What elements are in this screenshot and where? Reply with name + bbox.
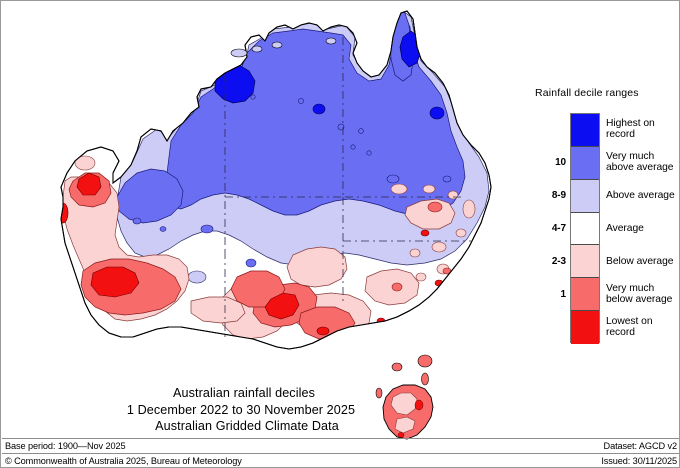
legend: Rainfall decile ranges 10 8-9 4-7 2-3 1 … xyxy=(529,87,679,349)
legend-label-above-average: Above average xyxy=(606,190,675,201)
footer-divider-bottom xyxy=(2,453,679,454)
australia-rainfall-decile-map[interactable] xyxy=(1,1,531,441)
legend-label-below-average: Below average xyxy=(606,256,674,267)
legend-label-lowest-on-record: Lowest on record xyxy=(606,316,653,339)
footer-dataset: Dataset: AGCD v2 xyxy=(603,441,678,451)
legend-decile-8-9: 8-9 xyxy=(551,190,566,201)
legend-swatch-highest-on-record[interactable] xyxy=(571,114,599,147)
legend-decile-4-7: 4-7 xyxy=(551,223,566,234)
footer-base-period: Base period: 1900—Nov 2025 xyxy=(5,441,126,451)
legend-label-very-much-above-average: Very much above average xyxy=(606,151,674,174)
legend-label-highest-on-record: Highest on record xyxy=(606,118,655,141)
legend-decile-2-3: 2-3 xyxy=(551,256,566,267)
legend-swatch-above-average[interactable] xyxy=(571,179,599,213)
coastline-outline xyxy=(60,10,492,350)
state-borders xyxy=(224,37,471,337)
legend-swatch-average[interactable] xyxy=(571,212,599,246)
footer-divider-top xyxy=(2,438,679,439)
footer-issued: Issued: 30/11/2025 xyxy=(601,456,677,466)
footer-row-copyright: © Commonwealth of Australia 2025, Bureau… xyxy=(1,454,679,467)
decile-shading-layer xyxy=(61,11,490,340)
legend-swatch-very-much-above-average[interactable] xyxy=(571,146,599,180)
northern-islands xyxy=(230,37,337,58)
bass-strait-islands xyxy=(375,354,433,399)
legend-swatch-column xyxy=(570,113,600,344)
legend-body: 10 8-9 4-7 2-3 1 Highest on record Very … xyxy=(529,113,679,344)
caption-title: Australian rainfall deciles xyxy=(173,386,315,400)
legend-swatch-very-much-below-average[interactable] xyxy=(571,278,599,312)
map-figure xyxy=(1,1,531,441)
legend-decile-10: 10 xyxy=(555,157,566,168)
legend-label-average: Average xyxy=(606,223,644,234)
legend-swatch-below-average[interactable] xyxy=(571,245,599,279)
caption-dataset-name: Australian Gridded Climate Data xyxy=(155,419,339,434)
figure-caption: Australian rainfall deciles 1 December 2… xyxy=(31,385,451,435)
legend-decile-1: 1 xyxy=(560,289,567,300)
tasmania xyxy=(382,384,434,440)
legend-title: Rainfall decile ranges xyxy=(535,87,639,99)
region-very-much-above-average xyxy=(116,11,466,284)
legend-swatch-lowest-on-record[interactable] xyxy=(571,311,599,344)
caption-period: 1 December 2022 to 30 November 2025 xyxy=(126,402,356,417)
footer-row-base-period: Base period: 1900—Nov 2025 Dataset: AGCD… xyxy=(1,439,679,454)
legend-label-very-much-below-average: Very much below average xyxy=(606,283,673,306)
footer-copyright: © Commonwealth of Australia 2025, Bureau… xyxy=(5,456,242,466)
